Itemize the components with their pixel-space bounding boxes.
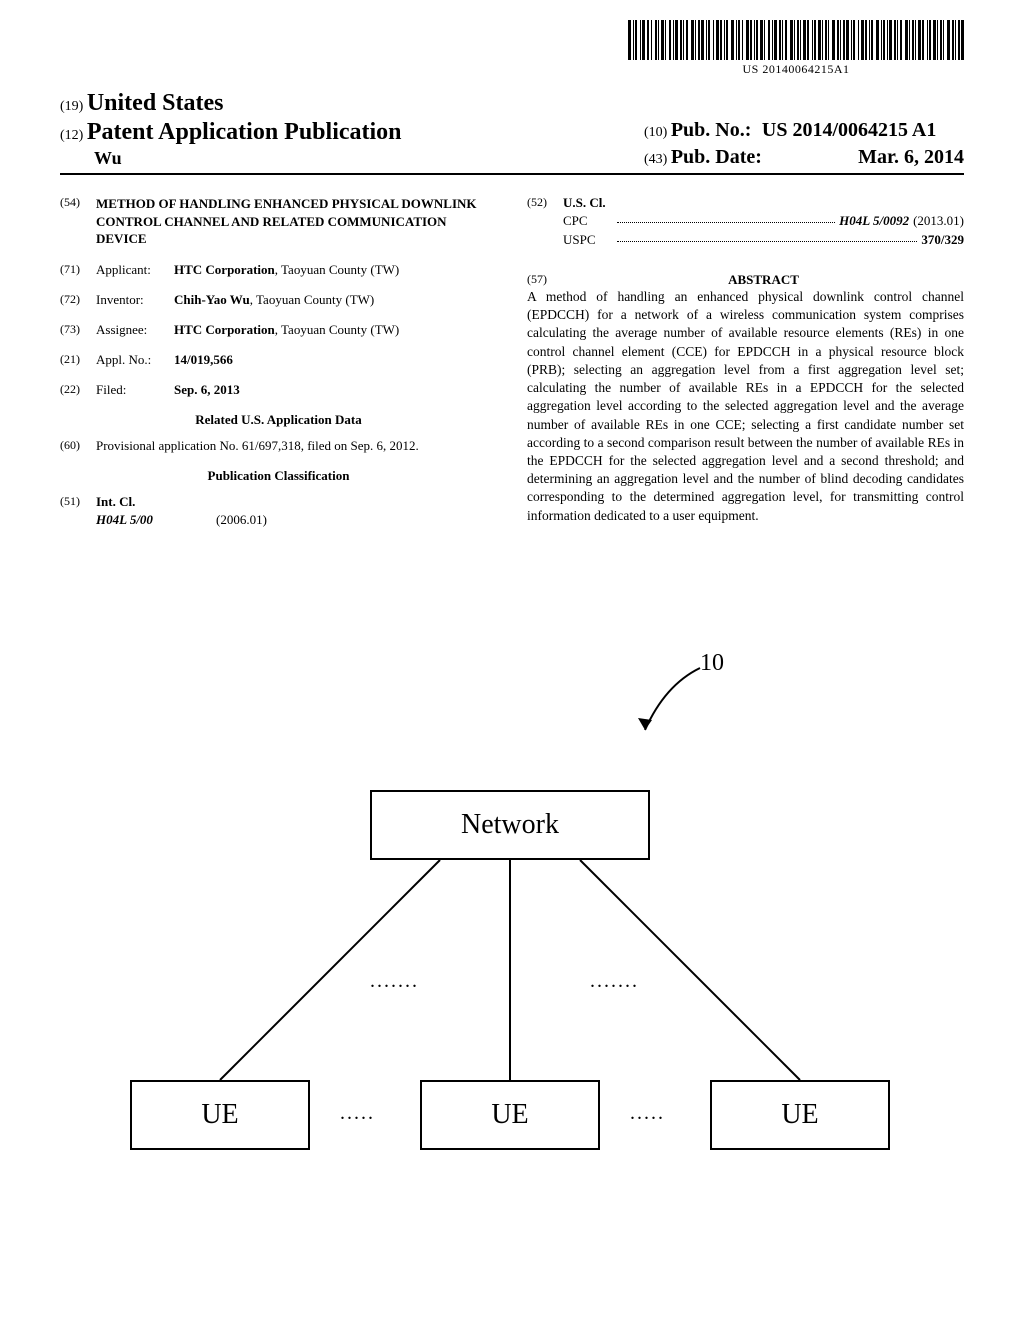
filed-label: Filed: [96,382,174,398]
filed-date: Sep. 6, 2013 [174,382,240,397]
code-72: (72) [60,292,96,308]
dotted-leader [617,232,917,242]
figure-svg [0,650,1024,1250]
provisional-text: Provisional application No. 61/697,318, … [96,438,497,454]
inventor-label: Inventor: [96,292,174,308]
applicant-label: Applicant: [96,262,174,278]
pub-number: US 2014/0064215 A1 [762,119,936,141]
dotted-leader [617,213,835,223]
pub-type: Patent Application Publication [87,119,402,145]
cpc-value: H04L 5/0092 [839,213,909,229]
author-name: Wu [94,148,402,169]
barcode-number: US 20140064215A1 [628,62,964,77]
pub-date: Mar. 6, 2014 [858,146,964,169]
cpc-year: (2013.01) [913,213,964,229]
code-52: (52) [527,195,563,211]
code-73: (73) [60,322,96,338]
code-51: (51) [60,494,96,510]
applicant-location: , Taoyuan County (TW) [275,262,400,277]
cpc-label: CPC [563,213,613,229]
pubno-label: Pub. No.: [671,119,752,141]
assignee-label: Assignee: [96,322,174,338]
code-57: (57) [527,272,563,288]
related-data-heading: Related U.S. Application Data [60,412,497,428]
ue-node: UE [710,1080,890,1150]
country: United States [87,90,224,116]
code-22: (22) [60,382,96,398]
code-12: (12) [60,128,83,143]
intcl-label: Int. Cl. [96,494,135,509]
intcl-year: (2006.01) [216,512,267,528]
invention-title: METHOD OF HANDLING ENHANCED PHYSICAL DOW… [96,195,497,248]
applno-label: Appl. No.: [96,352,174,368]
barcode-block: US 20140064215A1 [628,20,964,77]
figure-1: 10 Network ....... ....... UE UE UE ....… [0,650,1024,1250]
uspc-value: 370/329 [921,232,964,248]
uscl-label: U.S. Cl. [563,195,606,210]
barcode-graphic [628,20,964,60]
code-71: (71) [60,262,96,278]
pub-classification-heading: Publication Classification [60,468,497,484]
code-21: (21) [60,352,96,368]
ellipsis-dots: ..... [630,1102,665,1125]
inventor-location: , Taoyuan County (TW) [250,292,375,307]
figure-ref-number: 10 [700,650,724,677]
uspc-label: USPC [563,232,613,248]
ellipsis-dots: ..... [340,1102,375,1125]
abstract-heading: ABSTRACT [728,272,799,287]
appl-number: 14/019,566 [174,352,233,367]
ue-node: UE [130,1080,310,1150]
publication-header: (19) United States (12) Patent Applicati… [60,90,964,175]
network-node: Network [370,790,650,860]
code-43: (43) [644,152,667,167]
abstract-text: A method of handling an enhanced physica… [527,288,964,525]
code-60: (60) [60,438,96,454]
inventor-name: Chih-Yao Wu [174,292,250,307]
applicant-name: HTC Corporation [174,262,275,277]
assignee-location: , Taoyuan County (TW) [275,322,400,337]
ellipsis-dots: ....... [590,970,639,993]
intcl-code: H04L 5/00 [96,512,216,528]
assignee-name: HTC Corporation [174,322,275,337]
code-19: (19) [60,99,83,114]
code-10: (10) [644,125,667,140]
ue-node: UE [420,1080,600,1150]
pubdate-label: Pub. Date: [671,146,762,168]
code-54: (54) [60,195,96,248]
ellipsis-dots: ....... [370,970,419,993]
right-column: (52) U.S. Cl. CPC H04L 5/0092 (2013.01) … [527,195,964,528]
left-column: (54) METHOD OF HANDLING ENHANCED PHYSICA… [60,195,497,528]
